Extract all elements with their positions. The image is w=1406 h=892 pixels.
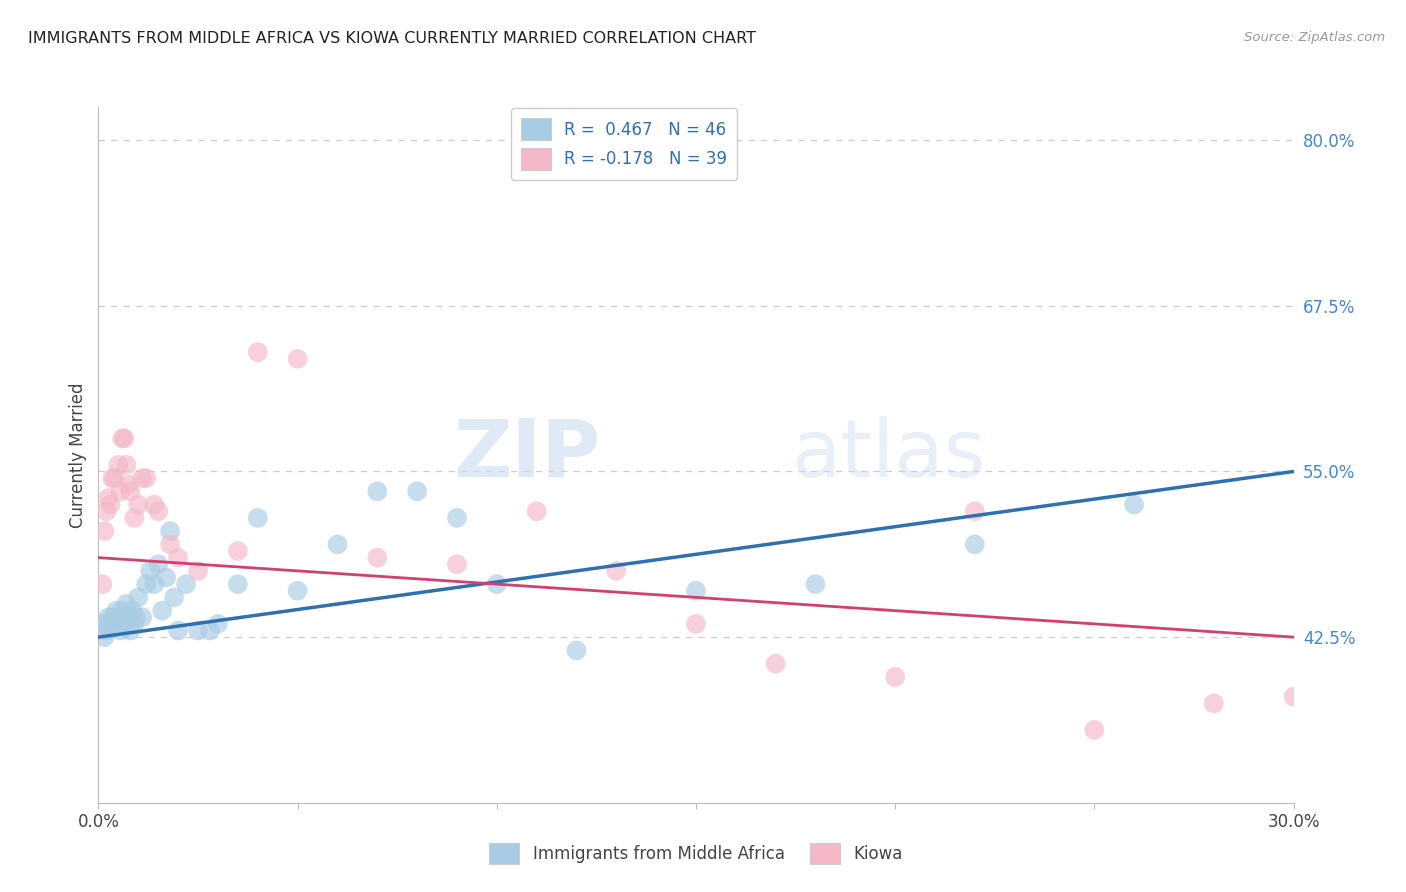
Point <box>131 610 153 624</box>
Point <box>131 471 153 485</box>
Point <box>155 570 177 584</box>
Point <box>187 564 209 578</box>
Point <box>174 577 197 591</box>
Point <box>97 610 120 624</box>
Point <box>143 498 166 512</box>
Point <box>1322 511 1344 525</box>
Point <box>1282 690 1305 704</box>
Point <box>93 524 115 538</box>
Point <box>96 624 118 638</box>
Point <box>446 511 468 525</box>
Point <box>125 610 148 624</box>
Point <box>139 564 162 578</box>
Point <box>93 630 115 644</box>
Point <box>124 511 146 525</box>
Point <box>485 577 508 591</box>
Point <box>605 564 627 578</box>
Point <box>804 577 827 591</box>
Point <box>135 471 157 485</box>
Y-axis label: Currently Married: Currently Married <box>69 382 87 528</box>
Point <box>112 431 135 445</box>
Point <box>91 616 114 631</box>
Point <box>112 616 135 631</box>
Point <box>187 624 209 638</box>
Point <box>685 583 707 598</box>
Point <box>111 604 134 618</box>
Point <box>765 657 787 671</box>
Point <box>148 504 170 518</box>
Point <box>120 484 142 499</box>
Point <box>167 624 190 638</box>
Point <box>124 616 146 631</box>
Point <box>103 471 125 485</box>
Point <box>406 484 429 499</box>
Point <box>159 537 181 551</box>
Point <box>326 537 349 551</box>
Point <box>97 491 120 505</box>
Point <box>366 484 388 499</box>
Point <box>167 550 190 565</box>
Point <box>1123 498 1146 512</box>
Point <box>963 537 986 551</box>
Point <box>884 670 907 684</box>
Point <box>107 458 129 472</box>
Point <box>91 577 114 591</box>
Text: IMMIGRANTS FROM MIDDLE AFRICA VS KIOWA CURRENTLY MARRIED CORRELATION CHART: IMMIGRANTS FROM MIDDLE AFRICA VS KIOWA C… <box>28 31 756 46</box>
Point <box>1202 697 1225 711</box>
Point <box>246 345 269 359</box>
Point <box>150 604 173 618</box>
Point <box>105 604 128 618</box>
Point <box>207 616 229 631</box>
Point <box>565 643 588 657</box>
Point <box>198 624 221 638</box>
Point <box>127 591 149 605</box>
Text: ZIP: ZIP <box>453 416 600 494</box>
Point <box>287 351 309 366</box>
Point <box>446 558 468 572</box>
Text: Source: ZipAtlas.com: Source: ZipAtlas.com <box>1244 31 1385 45</box>
Point <box>163 591 186 605</box>
Point <box>159 524 181 538</box>
Point <box>98 498 122 512</box>
Point <box>148 558 170 572</box>
Point <box>107 610 129 624</box>
Point <box>101 471 124 485</box>
Point <box>96 504 118 518</box>
Point <box>120 624 142 638</box>
Point <box>103 616 125 631</box>
Point <box>110 624 132 638</box>
Point <box>101 610 124 624</box>
Point <box>110 484 132 499</box>
Point <box>1083 723 1105 737</box>
Point <box>127 498 149 512</box>
Point <box>98 616 122 631</box>
Point <box>117 610 139 624</box>
Point <box>1302 663 1324 677</box>
Point <box>115 458 138 472</box>
Point <box>366 550 388 565</box>
Point <box>111 431 134 445</box>
Point <box>685 616 707 631</box>
Point <box>526 504 548 518</box>
Point <box>287 583 309 598</box>
Point <box>135 577 157 591</box>
Point <box>226 544 249 558</box>
Point <box>963 504 986 518</box>
Text: atlas: atlas <box>792 416 986 494</box>
Point <box>115 597 138 611</box>
Legend: Immigrants from Middle Africa, Kiowa: Immigrants from Middle Africa, Kiowa <box>482 837 910 871</box>
Point <box>121 604 143 618</box>
Point <box>226 577 249 591</box>
Point <box>246 511 269 525</box>
Point <box>117 477 139 491</box>
Point <box>143 577 166 591</box>
